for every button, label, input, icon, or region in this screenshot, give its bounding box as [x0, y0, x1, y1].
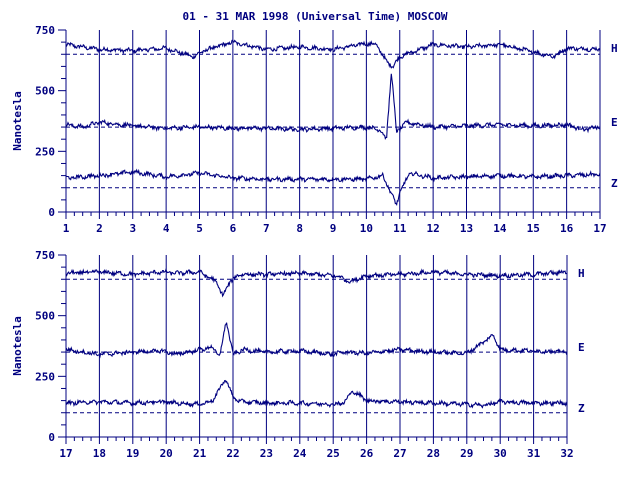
series-label-e: E: [611, 116, 618, 129]
x-tick-label: 1: [63, 222, 70, 235]
x-tick-label: 17: [59, 447, 72, 460]
x-tick-label: 32: [560, 447, 573, 460]
x-tick-label: 16: [560, 222, 574, 235]
x-tick-label: 27: [393, 447, 406, 460]
y-tick-label: 250: [35, 145, 55, 158]
x-tick-label: 23: [260, 447, 273, 460]
x-tick-label: 29: [460, 447, 473, 460]
series-label-z: Z: [611, 177, 618, 190]
x-tick-label: 12: [427, 222, 440, 235]
y-tick-label: 500: [35, 310, 55, 323]
y-tick-label: 250: [35, 370, 55, 383]
y-tick-label: 0: [48, 206, 55, 219]
x-tick-label: 28: [427, 447, 440, 460]
x-tick-label: 31: [527, 447, 541, 460]
series-e-trace: [66, 73, 601, 140]
panel-2: 0 250 500 750 17 18 19 20 21 22 23 24 25 26 27 28 29 30 31…: [11, 249, 585, 460]
series-h-trace: [65, 268, 568, 298]
series-label-z: Z: [578, 402, 585, 415]
series-h-trace: [65, 39, 601, 69]
x-tick-label: 8: [296, 222, 303, 235]
x-tick-label: 22: [226, 447, 239, 460]
x-tick-label: 30: [494, 447, 507, 460]
y-tick-label: 0: [48, 431, 55, 444]
x-tick-label: 19: [126, 447, 139, 460]
series-label-e: E: [578, 341, 585, 354]
series-e-trace: [65, 322, 568, 359]
x-tick-label: 7: [263, 222, 270, 235]
series-label-h: H: [578, 267, 585, 280]
x-tick-label: 6: [230, 222, 237, 235]
x-tick-label: 17: [593, 222, 606, 235]
y-tick-label: 500: [35, 85, 55, 98]
x-tick-label: 3: [129, 222, 136, 235]
x-tick-label: 14: [493, 222, 507, 235]
x-tick-label: 21: [193, 447, 207, 460]
x-tick-label: 5: [196, 222, 203, 235]
chart-title: 01 - 31 MAR 1998 (Universal Time) MOSCOW: [183, 10, 448, 23]
x-tick-label: 24: [293, 447, 307, 460]
y-tick-label: 750: [35, 249, 55, 262]
x-tick-label: 18: [93, 447, 106, 460]
y-axis-label: Nanotesla: [11, 316, 24, 376]
x-tick-label: 26: [360, 447, 374, 460]
series-z-trace: [65, 379, 568, 409]
x-tick-label: 11: [393, 222, 407, 235]
y-axis-label: Nanotesla: [11, 91, 24, 151]
x-tick-label: 13: [460, 222, 473, 235]
x-tick-label: 15: [527, 222, 540, 235]
y-tick-label: 750: [35, 24, 55, 37]
series-label-h: H: [611, 42, 618, 55]
x-tick-label: 4: [163, 222, 170, 235]
x-tick-label: 20: [160, 447, 173, 460]
x-tick-label: 25: [327, 447, 340, 460]
x-tick-label: 9: [330, 222, 337, 235]
x-tick-label: 2: [96, 222, 103, 235]
series-z-trace: [65, 168, 601, 207]
x-tick-label: 10: [360, 222, 373, 235]
